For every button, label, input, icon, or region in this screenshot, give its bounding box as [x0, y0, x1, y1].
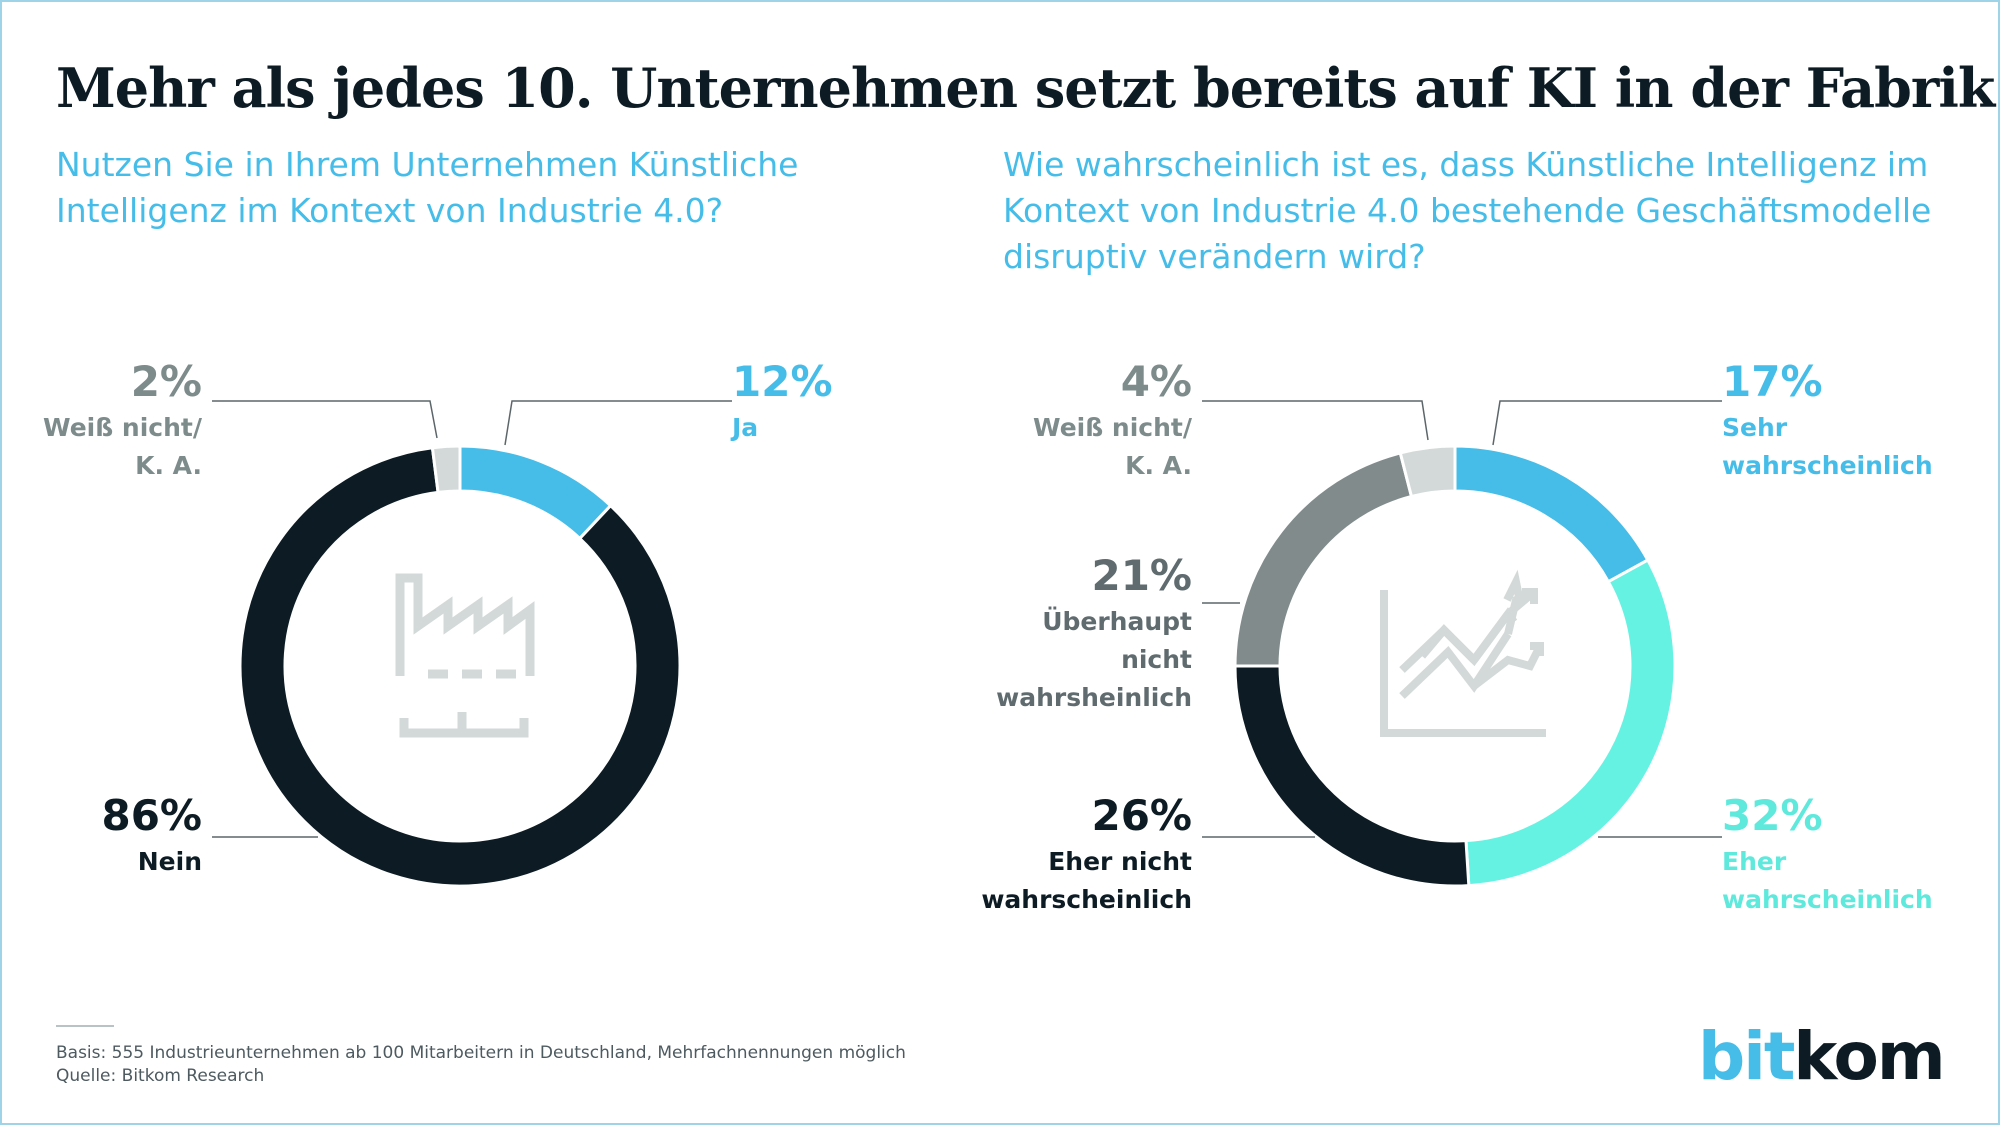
data-label-ueberhaupt-nicht-pct: 21% [1091, 551, 1192, 600]
factory-icon [395, 573, 535, 738]
bitkom-logo: bitkom [1698, 1018, 1946, 1095]
data-label-eher-line-2: wahrscheinlich [1722, 885, 1933, 914]
leader-line-sehr [1492, 400, 1722, 446]
rising-trend-chart-icon [1380, 569, 1546, 737]
data-label-ja-pct: 12% [732, 357, 833, 406]
donut-slice-sehr [1453, 444, 1650, 584]
donut-slice-eher-nicht [1233, 664, 1471, 888]
data-label-nein-line-1: Nein [138, 847, 202, 876]
data-label-ueberhaupt-nicht-line-3: wahrsheinlich [996, 683, 1192, 712]
data-label-eher-line-1: Eher [1722, 847, 1787, 876]
page-title: Mehr als jedes 10. Unternehmen setzt ber… [56, 56, 1995, 120]
data-label-weiss-nicht-pct: 2% [131, 357, 202, 406]
footer-basis: Basis: 555 Industrieunternehmen ab 100 M… [56, 1043, 906, 1063]
logo-part-bit: bit [1698, 1018, 1795, 1095]
data-label-eher-nicht-pct: 26% [1091, 791, 1192, 840]
data-label-sehr-line-1: Sehr [1722, 413, 1788, 442]
footer-source: Quelle: Bitkom Research [56, 1066, 265, 1086]
right-chart-question: Wie wahrscheinlich ist es, dass Künstlic… [1003, 145, 1932, 276]
left-chart-question: Nutzen Sie in Ihrem Unternehmen Künstlic… [56, 145, 799, 230]
data-label-weiss-nicht-line-2: K. A. [135, 451, 202, 480]
data-label-ueberhaupt-nicht-line-2: nicht [1121, 645, 1192, 674]
donut-slice-weiss-nicht [430, 444, 462, 495]
data-label-weiss-nicht-pct: 4% [1121, 357, 1192, 406]
donut-chart-2: 17% Sehr wahrscheinlich 32% Eher wahrscheinli… [981, 357, 1932, 914]
leader-line-weiss-nicht [212, 400, 438, 439]
donut-slice-weiss-nicht [1398, 444, 1457, 499]
donut-chart-1: 12% Ja 86% Nein 2% Weiß nicht/K. A. [43, 357, 833, 888]
donut-slice-ja [458, 444, 613, 541]
footer-divider [56, 1025, 114, 1027]
data-label-sehr-line-2: wahrscheinlich [1722, 451, 1933, 480]
logo-part-kom: kom [1793, 1018, 1945, 1095]
data-label-weiss-nicht-line-1: Weiß nicht/ [1033, 413, 1193, 442]
data-label-weiss-nicht-line-1: Weiß nicht/ [43, 413, 203, 442]
data-label-eher-nicht-line-2: wahrscheinlich [981, 885, 1192, 914]
data-label-ja-line-1: Ja [730, 413, 758, 442]
leader-line-ja [504, 400, 732, 446]
donut-slice-nein [238, 446, 682, 888]
data-label-weiss-nicht-line-2: K. A. [1125, 451, 1192, 480]
data-label-eher-pct: 32% [1722, 791, 1823, 840]
data-label-eher-nicht-line-1: Eher nicht [1048, 847, 1192, 876]
data-label-sehr-pct: 17% [1722, 357, 1823, 406]
data-label-ueberhaupt-nicht-line-1: Überhaupt [1042, 606, 1192, 636]
data-label-nein-pct: 86% [101, 791, 202, 840]
leader-line-weiss-nicht [1202, 400, 1429, 441]
